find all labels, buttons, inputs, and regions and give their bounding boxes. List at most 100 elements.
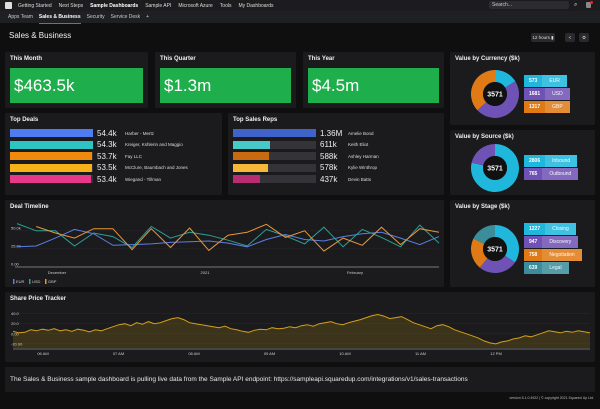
bar-fill	[10, 175, 92, 183]
legend-value: 1227	[529, 226, 541, 232]
donut-total: 3571	[487, 246, 503, 253]
search-icon[interactable]: ⌕	[574, 2, 578, 8]
donut-slice[interactable]	[471, 143, 495, 165]
bar-row[interactable]: 588k Ashley Harman	[233, 152, 379, 161]
donut-hole	[483, 81, 507, 106]
legend-label: Legal	[542, 262, 569, 274]
legend-label: Closing	[545, 223, 576, 235]
time-range-button[interactable]: 12 hours ▮	[531, 33, 555, 42]
deal-timeline-chart[interactable]: 0.00 25.0k 50.0k December 2021 February EUR USD…	[5, 200, 444, 287]
bar-value: 437k	[320, 174, 338, 184]
kpi-panel: This Month $463.5k	[5, 52, 148, 108]
legend-item[interactable]: 2806 Inbound	[524, 155, 578, 167]
logo-icon[interactable]	[5, 2, 12, 9]
settings-gear-icon[interactable]: ⚙	[579, 33, 589, 42]
donut-chart[interactable]: 3571	[470, 224, 520, 274]
add-tab-button[interactable]: +	[146, 14, 150, 20]
top-sales-reps-panel: Top Sales Reps 1.36M Amelie Bond 611k Keith…	[228, 113, 444, 195]
share-price-area	[13, 314, 590, 348]
bar-row[interactable]: 54.3k Kreiger, Kshlerin and Maggio	[10, 140, 183, 149]
footer-note: The Sales & Business sample dashboard is…	[5, 367, 595, 392]
tab[interactable]: Security	[86, 14, 105, 20]
donut-chart[interactable]: 3571	[470, 69, 520, 119]
legend-label[interactable]: GBP	[48, 279, 57, 284]
kpi-panel: This Year $4.5m	[303, 52, 444, 108]
nav-item[interactable]: My Dashboards	[238, 2, 274, 9]
legend-label[interactable]: USD	[32, 279, 41, 284]
search-input[interactable]: Search...	[489, 1, 569, 9]
legend-label: Negotiation	[542, 249, 582, 261]
legend-item[interactable]: 765 Outbound	[524, 168, 579, 180]
donut-hole	[483, 155, 507, 180]
legend-item[interactable]: 758 Negotiation	[524, 249, 582, 261]
y-tick-label: 40.0	[11, 311, 20, 316]
bar-track	[233, 163, 316, 172]
top-deals-panel: Top Deals 54.4k Harber - Mertz 54.3k Kreige…	[5, 113, 222, 195]
legend-swatch	[13, 279, 15, 284]
legend-item[interactable]: 1317 GBP	[524, 100, 570, 113]
bar-row[interactable]: 53.4k Wiegand - Tillman	[10, 175, 161, 184]
kpi-title: This Quarter	[160, 56, 196, 62]
bar-row[interactable]: 611k Keith Eliot	[233, 140, 369, 149]
bar-label: Devin Batts	[348, 176, 372, 182]
time-range-label: 12 hours	[532, 35, 550, 40]
legend-label[interactable]: EUR	[16, 279, 25, 284]
bar-row[interactable]: 437k Devin Batts	[233, 174, 372, 184]
bar-value: 54.3k	[97, 140, 117, 149]
series-line-gbp[interactable]	[36, 223, 440, 252]
donut-slice[interactable]	[471, 238, 488, 268]
bar-track	[10, 163, 93, 172]
nav-item[interactable]: Sample Dashboards	[90, 2, 139, 9]
bar-label: Keith Eliot	[348, 142, 369, 147]
x-tick-label: December	[48, 270, 67, 275]
tab[interactable]: Apps Team	[8, 14, 33, 20]
donut-slice[interactable]	[479, 255, 515, 273]
share-price-line[interactable]	[12, 313, 591, 345]
legend-label: Discovery	[542, 236, 579, 248]
nav-item[interactable]: Microsoft Azure	[178, 2, 213, 9]
donut-chart[interactable]: 3571	[470, 143, 520, 193]
bar-value: 53.5k	[97, 163, 117, 172]
legend-item[interactable]: 947 Discovery	[524, 236, 579, 248]
bar-row[interactable]: 1.36M Amelie Bond	[233, 128, 374, 138]
nav-item[interactable]: Getting Started	[18, 2, 52, 9]
donut-slice[interactable]	[471, 69, 495, 110]
legend-value: 1681	[529, 90, 541, 97]
nav-item[interactable]: Next Steps	[58, 2, 84, 9]
series-line-usd[interactable]	[16, 223, 440, 249]
kpi-value: $463.5k	[10, 68, 143, 103]
donut-slice[interactable]	[477, 80, 519, 118]
donut-slice[interactable]	[495, 69, 516, 88]
bar-value: 1.36M	[320, 128, 343, 138]
legend-item[interactable]: 639 Legal	[524, 262, 569, 274]
legend-swatch	[29, 279, 31, 284]
bar-value: 611k	[320, 140, 337, 149]
bar-row[interactable]: 578k Kylie Winthrop	[233, 163, 378, 172]
legend-item[interactable]: 573 EUR	[524, 74, 567, 87]
bar-label: Harber - Mertz	[125, 130, 155, 136]
bar-row[interactable]: 53.7k Fay LLC	[10, 152, 143, 161]
bar-track	[233, 152, 316, 160]
donut-slice[interactable]	[471, 143, 519, 192]
y-tick-label: 50.0k	[11, 225, 21, 230]
top-nav: Getting Started Next Steps Sample Dashboar…	[0, 0, 600, 11]
legend-item[interactable]: 1681 USD	[524, 87, 570, 100]
bar-label: Fay LLC	[125, 153, 143, 159]
notifications-icon[interactable]	[586, 1, 593, 8]
bar-track	[10, 140, 93, 149]
nav-item[interactable]: Sample API	[145, 2, 172, 9]
bar-row[interactable]: 53.5k McClure, Baumbach and Jones	[10, 163, 188, 172]
share-button[interactable]: <	[565, 33, 575, 42]
legend-item[interactable]: 1227 Closing	[524, 223, 576, 235]
tab[interactable]: Service Desk	[110, 14, 141, 20]
page-title: Sales & Business	[9, 31, 72, 40]
nav-item[interactable]: Tools	[219, 2, 232, 9]
tab[interactable]: Sales & Business	[38, 11, 81, 24]
panel-title: Value by Currency ($k)	[455, 56, 520, 62]
bar-row[interactable]: 54.4k Harber - Mertz	[10, 129, 155, 138]
donut-slice[interactable]	[473, 224, 495, 244]
share-price-chart[interactable]: 40.0 20.0 0.00 -20.00 06 AM 07 AM 08 AM 09 AM 10…	[5, 292, 595, 362]
donut-slice[interactable]	[495, 224, 519, 262]
donut-total: 3571	[487, 165, 503, 172]
bar-label: Kylie Winthrop	[348, 165, 378, 170]
